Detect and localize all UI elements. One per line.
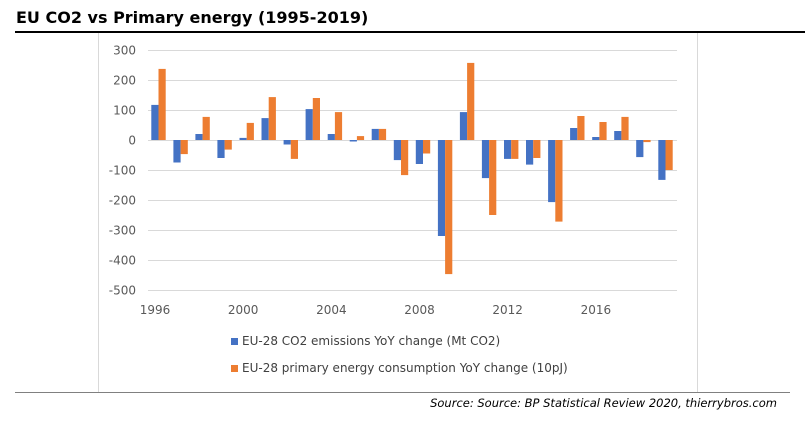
co2-bar-2000	[239, 137, 247, 140]
energy-bar-2002	[290, 140, 298, 159]
co2-bar-2012	[504, 140, 512, 159]
energy-bar-2008	[423, 140, 431, 154]
energy-bar-2019	[665, 140, 673, 170]
source-note: Source: Source: BP Statistical Review 20…	[430, 396, 777, 410]
x-tick-label: 2008	[404, 303, 435, 317]
co2-bar-2001	[261, 118, 269, 140]
co2-bar-2006	[371, 128, 379, 140]
energy-bar-2007	[401, 140, 409, 176]
energy-bar-2017	[621, 116, 629, 140]
y-tick-label: 300	[113, 44, 136, 58]
energy-bar-1997	[180, 140, 188, 155]
energy-bar-2014	[555, 140, 563, 222]
y-tick-label: -100	[109, 164, 136, 178]
energy-bar-1996	[158, 68, 166, 140]
co2-bar-1998	[195, 134, 203, 140]
co2-bar-2002	[283, 140, 291, 145]
co2-bar-2015	[570, 128, 578, 140]
co2-bar-2007	[393, 140, 401, 161]
y-tick-label: 0	[128, 134, 136, 148]
x-tick-label: 2016	[581, 303, 612, 317]
co2-bar-2014	[548, 140, 556, 203]
y-tick-label: -500	[109, 284, 136, 298]
energy-bar-2016	[599, 122, 607, 140]
energy-bar-2015	[577, 116, 585, 140]
co2-bar-2017	[614, 131, 622, 140]
energy-bar-2011	[489, 140, 497, 215]
legend-swatch	[231, 338, 238, 345]
co2-bar-2019	[658, 140, 666, 180]
energy-bar-2005	[356, 136, 365, 140]
page-title: EU CO2 vs Primary energy (1995-2019)	[16, 8, 369, 27]
co2-bar-2008	[415, 140, 423, 164]
x-tick-label: 1996	[140, 303, 171, 317]
footer-divider	[15, 392, 790, 393]
co2-bar-2013	[526, 140, 534, 165]
energy-bar-2000	[246, 122, 254, 140]
energy-bar-1998	[202, 116, 210, 140]
co2-bar-2011	[481, 140, 490, 179]
energy-bar-1999	[224, 140, 232, 150]
x-tick-label: 2012	[492, 303, 523, 317]
co2-bar-2004	[327, 134, 335, 140]
co2-bar-2003	[305, 109, 313, 140]
co2-bar-1997	[173, 140, 181, 163]
x-tick-label: 2000	[228, 303, 259, 317]
y-tick-label: -300	[109, 224, 136, 238]
energy-bar-2018	[643, 140, 651, 143]
energy-bar-2013	[533, 140, 541, 158]
y-tick-label: 200	[113, 74, 136, 88]
energy-bar-2006	[378, 128, 387, 140]
legend-label: EU-28 primary energy consumption YoY cha…	[242, 361, 568, 375]
y-tick-label: -400	[109, 254, 136, 268]
energy-bar-2009	[445, 140, 453, 275]
energy-bar-2004	[334, 112, 343, 140]
co2-bar-1996	[151, 104, 159, 140]
y-tick-label: -200	[109, 194, 136, 208]
title-divider	[15, 31, 805, 33]
legend-swatch	[231, 365, 238, 372]
legend-label: EU-28 CO2 emissions YoY change (Mt CO2)	[242, 334, 500, 348]
y-tick-label: 100	[113, 104, 136, 118]
energy-bar-2012	[511, 140, 519, 159]
co2-bar-2016	[592, 137, 600, 140]
energy-bar-2010	[467, 62, 475, 140]
energy-bar-2001	[268, 97, 276, 140]
co2-bar-1999	[217, 140, 225, 158]
co2-bar-2010	[459, 112, 468, 140]
energy-bar-2003	[312, 98, 320, 140]
co2-bar-2009	[437, 140, 446, 236]
co2-bar-2005	[349, 140, 357, 142]
co2-bar-2018	[636, 140, 644, 158]
x-tick-label: 2004	[316, 303, 347, 317]
